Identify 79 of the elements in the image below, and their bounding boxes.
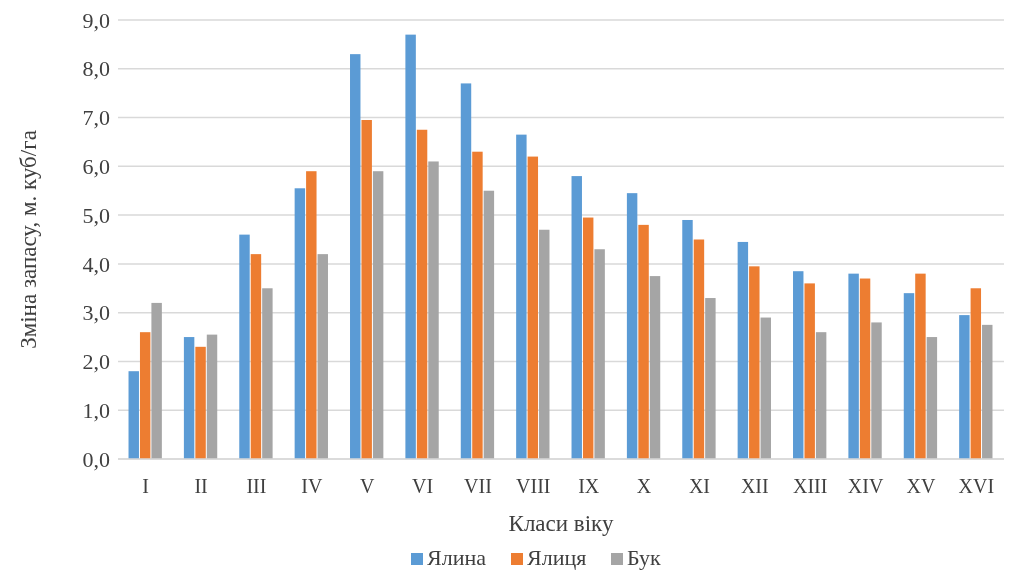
bar [871,322,882,459]
bar [372,171,384,459]
bar [139,332,151,459]
bar [926,337,938,459]
y-tick-label: 3,0 [82,300,110,326]
x-tick-label: VII [464,475,492,497]
bar [250,254,262,459]
bar [239,234,250,459]
bar [682,219,693,459]
bar [317,254,328,459]
bar [848,273,859,459]
bar [815,332,827,459]
bar [350,54,361,459]
y-tick-label: 9,0 [82,7,110,33]
x-tick-label: XI [688,475,710,497]
x-axis-title: Класи віку [508,511,614,536]
x-tick-label: I [142,475,150,497]
y-tick-label: 5,0 [82,202,110,228]
bar [527,156,539,459]
y-tick-label: 4,0 [82,251,110,277]
bar [903,293,915,459]
legend-label: Ялина [427,545,487,570]
bar [793,271,804,459]
x-tick-label: VIII [516,475,551,497]
y-tick-label: 2,0 [82,349,110,375]
x-tick-label: IX [578,475,600,497]
bar [915,273,926,459]
x-tick-label: IV [301,475,323,497]
y-axis-title: Зміна запасу, м. куб/га [16,130,41,349]
bar [638,224,649,459]
bar [128,371,139,459]
bar [405,34,416,459]
bar [594,249,605,459]
x-tick-label: II [194,475,208,497]
bar [262,288,273,459]
bar [749,266,760,459]
bar [206,334,218,459]
y-tick-label: 8,0 [82,56,110,82]
bar [516,134,527,459]
bar [195,346,206,459]
bar [693,239,705,459]
bar [306,171,317,459]
x-tick-label: III [246,475,267,497]
bar [737,241,749,459]
bar [859,278,871,459]
bar [649,276,661,459]
y-tick-label: 6,0 [82,154,110,180]
bar [183,337,195,459]
legend-label: Бук [627,545,662,570]
x-tick-label: XIV [847,475,884,497]
x-tick-label: X [636,475,652,497]
x-tick-label: VI [412,475,434,497]
bar [428,161,439,459]
bar [539,229,550,459]
y-tick-label: 1,0 [82,397,110,423]
bar [626,193,638,459]
y-tick-label: 7,0 [82,105,110,131]
bar [472,151,483,459]
bar [294,188,306,459]
bar [970,288,982,459]
bar [483,190,495,459]
x-tick-label: XII [740,475,769,497]
bar [959,315,970,459]
x-tick-label: XVI [958,475,995,497]
x-tick-label: V [359,475,375,497]
bar [416,129,428,459]
bar [460,83,472,459]
x-tick-label: XV [906,475,936,497]
bar [760,317,771,459]
y-tick-label: 0,0 [82,446,110,472]
bar [705,298,716,459]
legend-label: Ялиця [527,545,587,570]
bar [982,324,993,459]
bar [151,302,162,459]
bar [571,176,582,459]
bar [361,119,372,459]
bar [804,283,815,459]
bar [582,217,594,459]
x-tick-label: XIII [792,475,828,497]
